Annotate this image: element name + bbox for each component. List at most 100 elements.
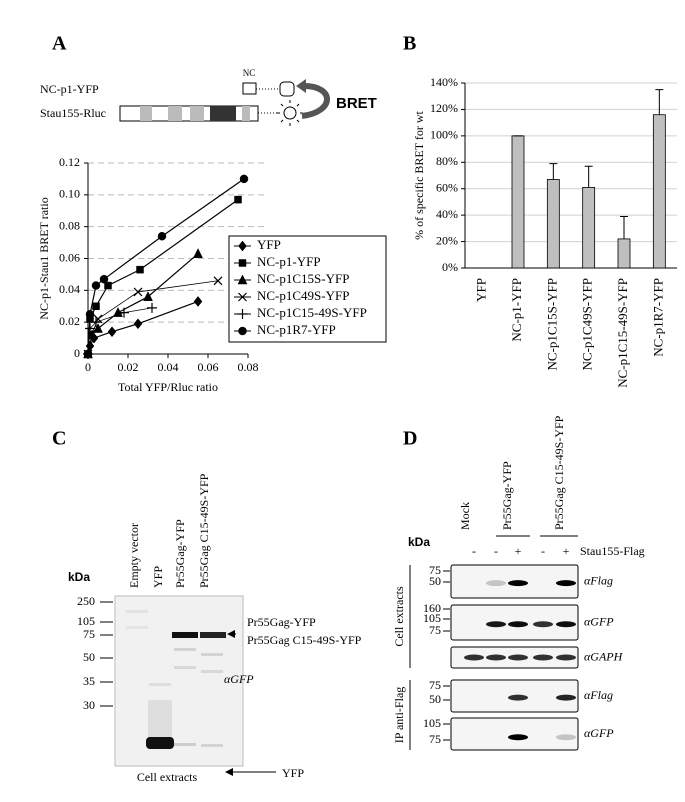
data-point (213, 276, 223, 286)
y-axis-title: NC-p1-Stau1 BRET ratio (37, 197, 51, 319)
band (508, 580, 528, 587)
data-point (193, 296, 203, 307)
band (174, 666, 196, 669)
band (174, 648, 196, 651)
legend-marker (237, 274, 248, 285)
x-tick-label: YFP (474, 278, 489, 302)
band (126, 626, 148, 629)
band (533, 621, 553, 628)
panel-label: B (403, 33, 416, 55)
kda-marker: 50 (429, 692, 441, 706)
x-tick-label: NC-p1C15S-YFP (544, 278, 559, 370)
band (508, 621, 528, 628)
x-tick-label: NC-p1R7-YFP (650, 278, 665, 357)
treatment-label: Stau155-Flag (580, 544, 645, 558)
y-tick-label: 40% (436, 207, 458, 221)
lane-label: Pr55Gag-YFP (173, 519, 187, 588)
rluc (283, 106, 297, 120)
data-point (234, 195, 242, 204)
error-bar (584, 165, 593, 188)
kda-marker: 75 (429, 563, 441, 577)
sign: - (494, 544, 498, 558)
kda-marker: 105 (423, 716, 441, 730)
x-tick-label: 0.06 (198, 360, 219, 374)
annotation: αGFP (224, 672, 254, 686)
y-tick-label: 120% (430, 101, 458, 115)
band (201, 653, 223, 656)
y-axis-title: % of specific BRET for wt (412, 110, 426, 239)
kda-marker: 35 (83, 674, 95, 688)
blot (450, 717, 579, 751)
band (146, 737, 174, 749)
bret-arrow (301, 83, 330, 119)
y-tick-label: 0.12 (59, 155, 80, 169)
band (172, 632, 198, 638)
x-tick-label: 0 (85, 360, 91, 374)
group-label: IP anti-Flag (392, 687, 406, 744)
kda-marker: 50 (429, 574, 441, 588)
data-point (157, 231, 167, 241)
kda-marker: 250 (77, 594, 95, 608)
antibody-label: αGFP (584, 614, 614, 628)
domain (140, 106, 152, 121)
kda-marker: 75 (429, 732, 441, 746)
x-tick-label: 0.02 (118, 360, 139, 374)
domain (190, 106, 204, 121)
band (533, 654, 553, 661)
yfp-barrel (279, 81, 295, 97)
band (149, 683, 171, 686)
y-tick-label: 80% (436, 154, 458, 168)
band (556, 694, 576, 701)
sign: + (563, 544, 570, 558)
antibody-label: αFlag (584, 688, 613, 702)
bret-arrow-head (296, 79, 306, 93)
band (556, 654, 576, 661)
legend-label: NC-p1C15-49S-YFP (257, 305, 367, 320)
y-tick-label: 0.06 (59, 250, 80, 264)
kda-marker: 160 (423, 601, 441, 615)
sign: + (515, 544, 522, 558)
legend-label: YFP (257, 237, 281, 252)
data-point (83, 349, 93, 359)
kda-title: kDa (408, 535, 430, 549)
band (148, 700, 172, 740)
band (201, 744, 223, 747)
panel-label: A (52, 33, 67, 55)
y-tick-label: 140% (430, 75, 458, 89)
antibody-label: αFlag (584, 573, 613, 587)
lane-label: Pr55Gag C15-49S-YFP (197, 473, 211, 588)
bar (546, 179, 560, 269)
bar (617, 238, 631, 269)
legend-marker (237, 309, 248, 319)
x-tick-label: NC-p1C15-49S-YFP (615, 278, 630, 388)
data-point (92, 302, 100, 310)
band (200, 632, 226, 638)
kda-marker: 75 (429, 678, 441, 692)
error-bar (655, 89, 664, 115)
band (464, 654, 484, 661)
kda-marker: 75 (83, 627, 95, 641)
bar (652, 114, 666, 269)
rluc-rays (277, 100, 303, 126)
band (508, 694, 528, 701)
caption: Cell extracts (137, 770, 198, 784)
band (556, 580, 576, 587)
legend-box (228, 235, 387, 343)
sign: - (541, 544, 545, 558)
band (126, 610, 148, 613)
legend-label: NC-p1-YFP (257, 254, 321, 269)
data-point (133, 318, 143, 330)
y-tick-label: 100% (430, 128, 458, 142)
legend-label: NC-p1C49S-YFP (257, 288, 349, 303)
kda-title: kDa (68, 570, 90, 584)
x-tick-label: NC-p1-YFP (509, 278, 524, 342)
kda-marker: 105 (423, 611, 441, 625)
antibody-label: αGFP (584, 726, 614, 740)
band (486, 621, 506, 628)
legend-marker (238, 292, 247, 302)
bar (582, 186, 596, 269)
data-point (143, 291, 153, 301)
group-label: Cell extracts (392, 586, 406, 647)
bret-label: BRET (336, 95, 377, 112)
